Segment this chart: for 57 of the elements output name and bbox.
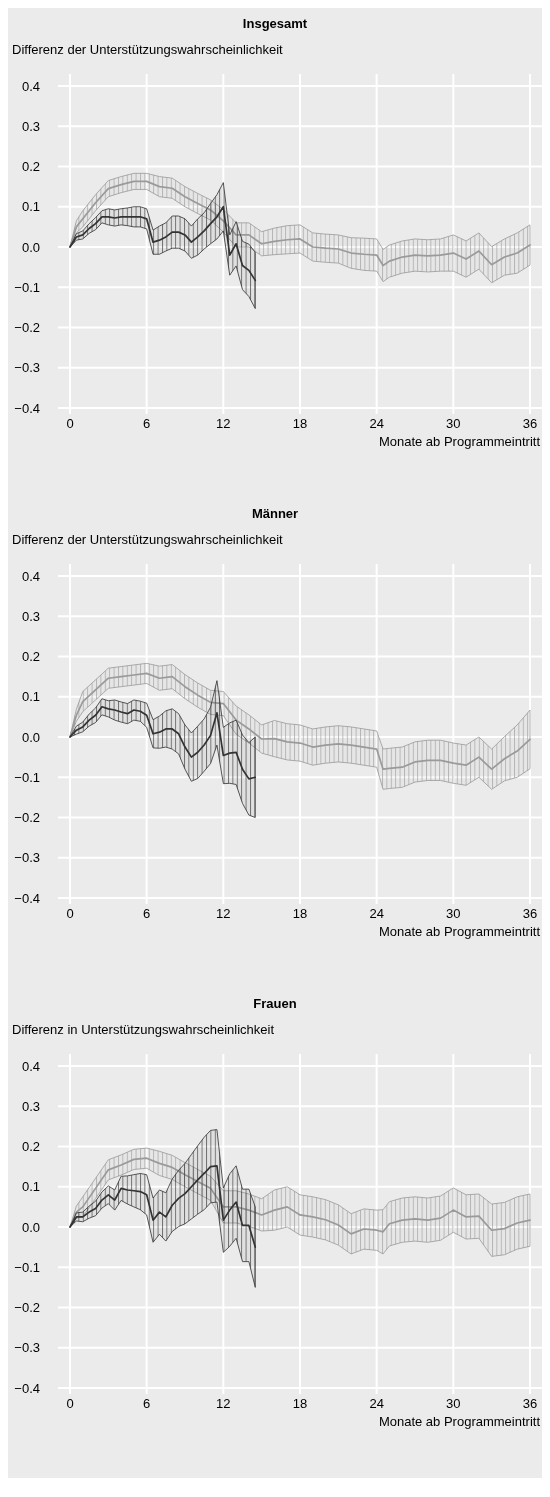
y-tick-label: −0.2 — [14, 320, 40, 336]
y-axis-title: Differenz der Unterstützungswahrscheinlichkeit — [12, 532, 284, 547]
y-axis-title: Differenz der Unterstützungswahrscheinlichkeit — [12, 42, 284, 57]
y-tick-label: −0.2 — [14, 1300, 40, 1316]
y-tick-label: −0.3 — [14, 850, 40, 866]
y-tick-label: 0.1 — [21, 199, 40, 215]
y-tick-label: −0.3 — [14, 360, 40, 376]
x-tick-label: 24 — [369, 906, 384, 921]
x-tick-label: 36 — [522, 1396, 538, 1411]
x-tick-label: 24 — [369, 1396, 384, 1411]
y-tick-label: 0.2 — [21, 159, 40, 175]
x-tick-label: 18 — [292, 1396, 308, 1411]
y-tick-label: 0.4 — [21, 1058, 40, 1074]
x-tick-label: 12 — [216, 906, 231, 921]
y-tick-label: −0.1 — [14, 1259, 40, 1275]
x-tick-label: 18 — [292, 416, 308, 431]
chart-title: Insgesamt — [242, 16, 308, 31]
y-tick-label: −0.4 — [14, 890, 40, 906]
x-tick-label: 12 — [216, 1396, 231, 1411]
x-axis-title: Monate ab Programmeintritt — [378, 434, 541, 449]
x-tick-label: 30 — [446, 906, 461, 921]
x-tick-label: 0 — [66, 1396, 74, 1411]
y-tick-label: −0.1 — [14, 769, 40, 785]
x-tick-label: 30 — [446, 416, 461, 431]
x-axis-title: Monate ab Programmeintritt — [378, 1414, 541, 1429]
x-tick-label: 6 — [143, 416, 151, 431]
y-tick-label: 0.0 — [21, 729, 40, 745]
x-tick-label: 6 — [143, 906, 151, 921]
y-tick-label: 0.3 — [21, 1098, 40, 1114]
y-tick-label: −0.1 — [14, 279, 40, 295]
y-tick-label: 0.4 — [21, 78, 40, 94]
x-tick-label: 36 — [522, 416, 538, 431]
y-tick-label: 0.3 — [21, 118, 40, 134]
y-tick-label: 0.3 — [21, 608, 40, 624]
x-tick-label: 6 — [143, 1396, 151, 1411]
y-tick-label: 0.4 — [21, 568, 40, 584]
y-tick-label: −0.4 — [14, 400, 40, 416]
y-axis-title: Differenz in Unterstützungswahrscheinlichkeit — [12, 1022, 275, 1037]
x-axis-title: Monate ab Programmeintritt — [378, 924, 541, 939]
y-tick-label: 0.2 — [21, 649, 40, 665]
x-tick-label: 18 — [292, 906, 308, 921]
y-tick-label: 0.0 — [21, 1219, 40, 1235]
y-tick-label: −0.2 — [14, 810, 40, 826]
y-tick-label: 0.0 — [21, 239, 40, 255]
y-tick-label: 0.1 — [21, 1179, 40, 1195]
chart-title: Frauen — [253, 996, 297, 1011]
chart-title: Männer — [251, 506, 299, 521]
y-tick-label: −0.4 — [14, 1380, 40, 1396]
x-tick-label: 0 — [66, 906, 74, 921]
y-tick-label: 0.1 — [21, 689, 40, 705]
x-tick-label: 36 — [522, 906, 538, 921]
y-tick-label: 0.2 — [21, 1139, 40, 1155]
x-tick-label: 12 — [216, 416, 231, 431]
x-tick-label: 24 — [369, 416, 384, 431]
y-tick-label: −0.3 — [14, 1340, 40, 1356]
x-tick-label: 0 — [66, 416, 74, 431]
x-tick-label: 30 — [446, 1396, 461, 1411]
